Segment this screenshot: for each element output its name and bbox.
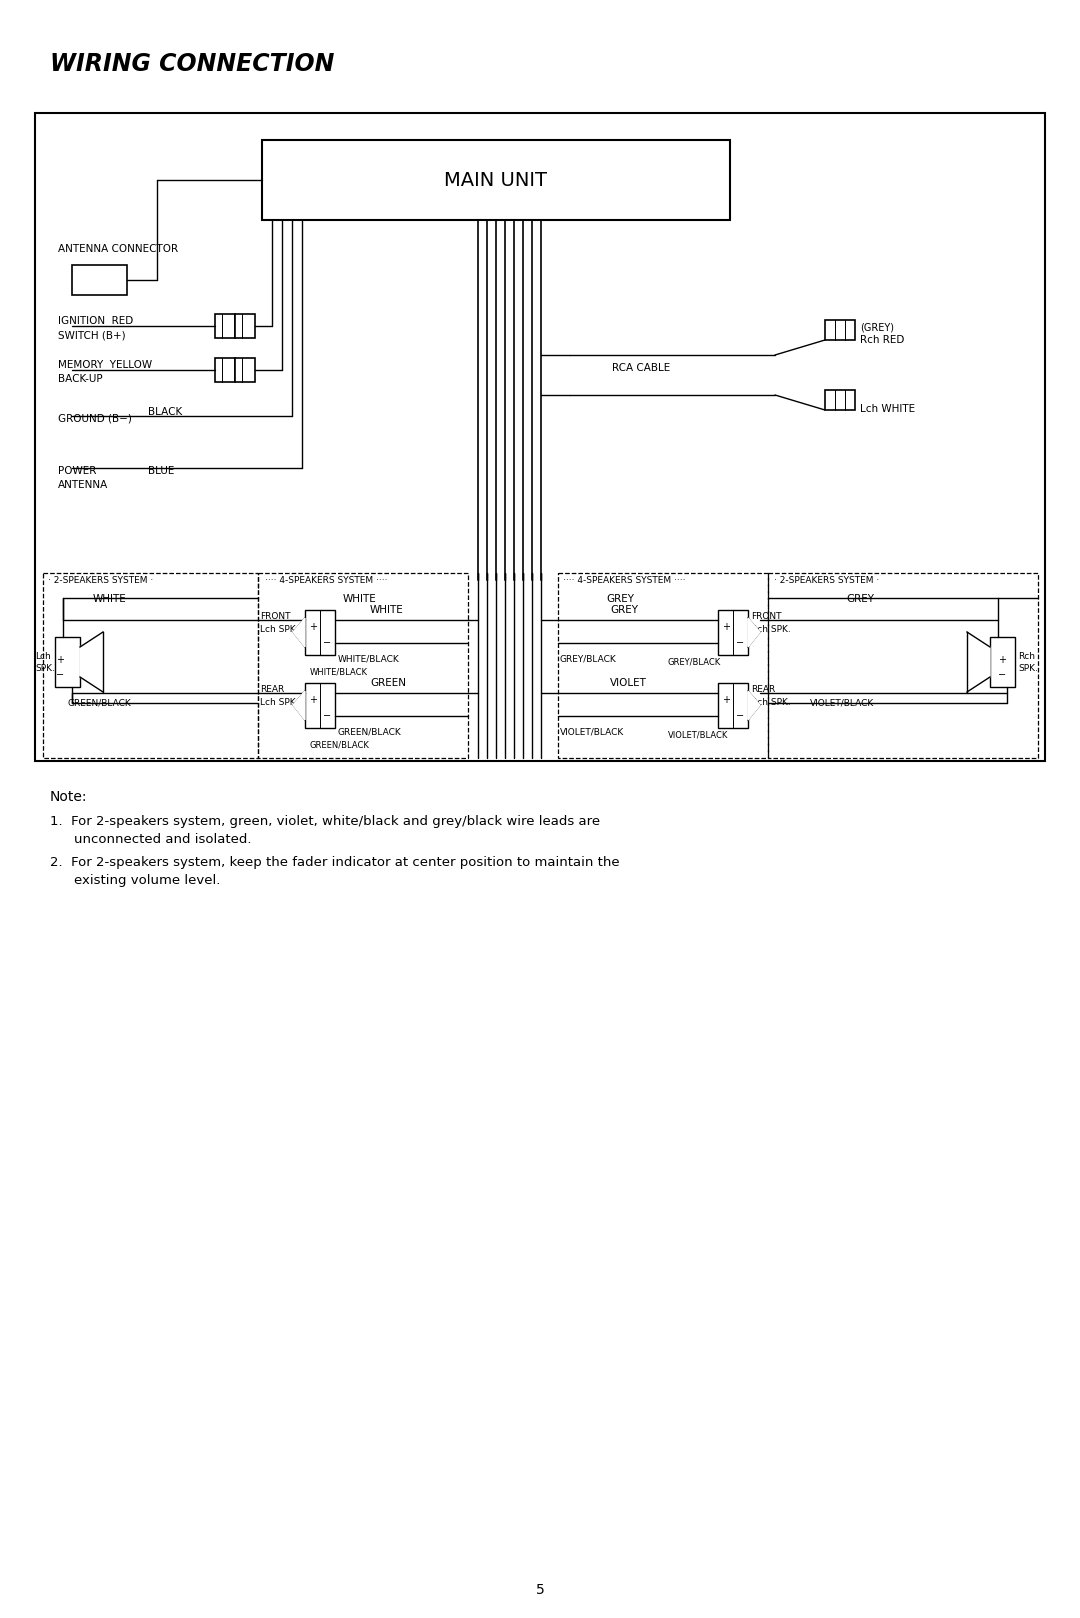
Text: IGNITION  RED: IGNITION RED [58,316,133,325]
Text: MEMORY  YELLOW: MEMORY YELLOW [58,359,152,371]
Text: (GREY): (GREY) [860,322,894,332]
Bar [258,573,468,757]
Text: 2.  For 2-speakers system, keep the fader indicator at center position to mainta: 2. For 2-speakers system, keep the fader… [50,856,620,869]
Text: WHITE: WHITE [370,605,404,615]
Text: GREY/BLACK: GREY/BLACK [669,657,721,667]
Text: GREY: GREY [610,605,638,615]
Text: +: + [723,696,730,705]
Text: BACK-UP: BACK-UP [58,374,103,383]
Text: VIOLET/BLACK: VIOLET/BLACK [669,730,728,739]
Text: VIOLET: VIOLET [610,678,647,688]
Text: WHITE: WHITE [343,594,377,604]
Text: BLUE: BLUE [148,466,174,476]
Text: +: + [998,655,1005,665]
Bar [990,637,1015,688]
Text: REAR: REAR [260,684,284,694]
Text: RCA CABLE: RCA CABLE [612,362,671,374]
Bar [215,314,235,338]
Text: REAR: REAR [751,684,775,694]
Text: ···· 4-SPEAKERS SYSTEM ····: ···· 4-SPEAKERS SYSTEM ···· [563,576,686,586]
Text: Lch SPK.: Lch SPK. [260,625,298,634]
Text: ···· 4-SPEAKERS SYSTEM ····: ···· 4-SPEAKERS SYSTEM ···· [265,576,388,586]
Bar [825,320,855,340]
Text: VIOLET/BLACK: VIOLET/BLACK [561,726,624,736]
Text: −: − [735,637,744,647]
Text: 5: 5 [536,1582,544,1597]
Bar [215,358,235,382]
Text: GROUND (B−): GROUND (B−) [58,413,132,422]
Text: GREEN/BLACK: GREEN/BLACK [338,726,402,736]
Text: WIRING CONNECTION: WIRING CONNECTION [50,52,335,76]
Polygon shape [293,618,305,647]
Text: GREEN/BLACK: GREEN/BLACK [310,739,369,749]
Bar [235,314,255,338]
Text: Note:: Note: [50,790,87,804]
Bar [558,573,768,757]
Bar [825,390,855,409]
Bar [305,683,335,728]
Text: +: + [56,655,64,665]
Text: BLACK: BLACK [148,408,183,417]
Polygon shape [748,691,760,720]
Text: Rch RED: Rch RED [860,335,904,345]
Bar [262,141,730,220]
Text: Lch WHITE: Lch WHITE [860,404,915,414]
Text: FRONT: FRONT [260,612,291,621]
Bar [43,573,258,757]
Text: GREEN/BLACK: GREEN/BLACK [68,699,132,707]
Polygon shape [748,618,760,647]
Text: SPK.: SPK. [1018,663,1038,673]
Text: WHITE: WHITE [93,594,126,604]
Bar [768,573,1038,757]
Text: +: + [723,621,730,633]
Text: VIOLET/BLACK: VIOLET/BLACK [810,699,874,707]
Bar [235,358,255,382]
Bar [718,683,748,728]
Bar [718,610,748,655]
Text: Lch SPK.: Lch SPK. [260,697,298,707]
Text: GREY: GREY [846,594,874,604]
Text: −: − [323,637,332,647]
Text: +: + [309,621,318,633]
Text: · 2-SPEAKERS SYSTEM ·: · 2-SPEAKERS SYSTEM · [774,576,879,586]
Text: SWITCH (B+): SWITCH (B+) [58,330,125,340]
Bar [72,265,127,294]
Text: POWER: POWER [58,466,96,476]
Text: unconnected and isolated.: unconnected and isolated. [75,833,252,846]
Text: MAIN UNIT: MAIN UNIT [445,170,548,189]
Text: Rch SPK.: Rch SPK. [751,625,791,634]
Polygon shape [293,691,305,720]
Text: existing volume level.: existing volume level. [75,874,220,887]
Text: ANTENNA: ANTENNA [58,481,108,490]
Text: WHITE/BLACK: WHITE/BLACK [310,667,368,676]
Bar [305,610,335,655]
Text: FRONT: FRONT [751,612,782,621]
Bar [35,113,1045,760]
Text: −: − [323,710,332,722]
Text: −: − [735,710,744,722]
Bar [55,637,80,688]
Text: WHITE/BLACK: WHITE/BLACK [338,654,400,663]
Text: 1.  For 2-speakers system, green, violet, white/black and grey/black wire leads : 1. For 2-speakers system, green, violet,… [50,815,600,828]
Text: Rch: Rch [1018,652,1035,662]
Polygon shape [80,633,103,693]
Text: Rch SPK.: Rch SPK. [751,697,791,707]
Text: GREY/BLACK: GREY/BLACK [561,654,617,663]
Text: SPK.: SPK. [35,663,55,673]
Text: GREEN: GREEN [370,678,406,688]
Text: −: − [998,670,1007,680]
Polygon shape [967,633,990,693]
Text: +: + [309,696,318,705]
Text: ANTENNA CONNECTOR: ANTENNA CONNECTOR [58,244,178,254]
Text: Lch: Lch [35,652,51,662]
Text: GREY: GREY [606,594,634,604]
Text: −: − [56,670,64,680]
Text: · 2-SPEAKERS SYSTEM ·: · 2-SPEAKERS SYSTEM · [48,576,153,586]
